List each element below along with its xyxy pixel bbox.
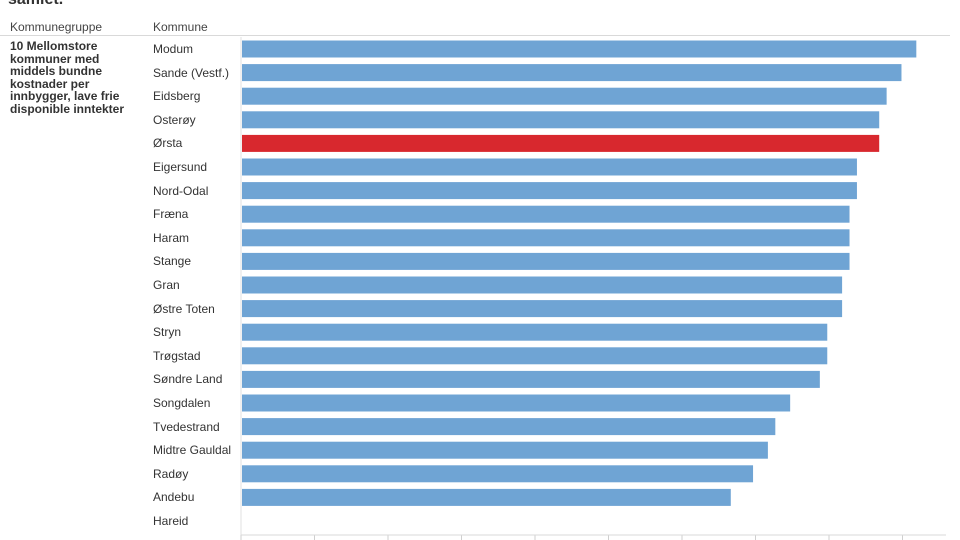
category-label: Midtre Gauldal bbox=[153, 443, 232, 458]
bar[interactable] bbox=[242, 323, 828, 341]
bar[interactable] bbox=[242, 64, 902, 82]
bar[interactable] bbox=[242, 134, 880, 152]
bar[interactable] bbox=[242, 441, 768, 459]
chart-title-fragment: samlet. bbox=[8, 0, 63, 9]
bar[interactable] bbox=[242, 40, 917, 58]
category-label: Andebu bbox=[153, 490, 195, 505]
category-label: Osterøy bbox=[153, 112, 196, 127]
bar[interactable] bbox=[242, 418, 776, 436]
bar[interactable] bbox=[242, 158, 857, 176]
bar[interactable] bbox=[242, 370, 820, 388]
category-label: Modum bbox=[153, 42, 194, 56]
category-label: Østre Toten bbox=[153, 301, 215, 316]
bar[interactable] bbox=[242, 465, 754, 483]
bar[interactable] bbox=[242, 205, 850, 223]
category-label: Gran bbox=[153, 278, 180, 292]
category-label: Tvedestrand bbox=[153, 419, 220, 434]
header-divider bbox=[0, 35, 950, 36]
bar[interactable] bbox=[242, 182, 857, 200]
bar[interactable] bbox=[242, 229, 850, 247]
category-label: Søndre Land bbox=[153, 372, 223, 387]
category-label: Nord-Odal bbox=[153, 183, 209, 198]
category-label: Songdalen bbox=[153, 396, 211, 410]
column-header-group: Kommunegruppe bbox=[10, 20, 103, 34]
category-label: Hareid bbox=[153, 514, 189, 528]
category-label: Eidsberg bbox=[153, 89, 201, 104]
bar[interactable] bbox=[242, 394, 791, 412]
bar[interactable] bbox=[242, 300, 843, 318]
category-label: Stange bbox=[153, 254, 192, 269]
bar[interactable] bbox=[242, 252, 850, 270]
category-label: Trøgstad bbox=[153, 348, 201, 363]
category-label: Radøy bbox=[153, 466, 189, 481]
column-header-municipality: Kommune bbox=[153, 20, 208, 34]
category-label: Haram bbox=[153, 230, 190, 245]
bar[interactable] bbox=[242, 488, 731, 506]
bar[interactable] bbox=[242, 87, 887, 105]
category-label: Eigersund bbox=[153, 160, 208, 174]
category-label: Sande (Vestf.) bbox=[153, 65, 230, 80]
category-label: Stryn bbox=[153, 325, 182, 340]
group-label: 10 Mellomstore kommuner med middels bund… bbox=[10, 39, 125, 116]
bar[interactable] bbox=[242, 276, 843, 294]
bar[interactable] bbox=[242, 347, 828, 365]
bar[interactable] bbox=[242, 111, 880, 129]
category-label: Ørsta bbox=[153, 136, 183, 151]
category-label: Fræna bbox=[153, 207, 189, 222]
